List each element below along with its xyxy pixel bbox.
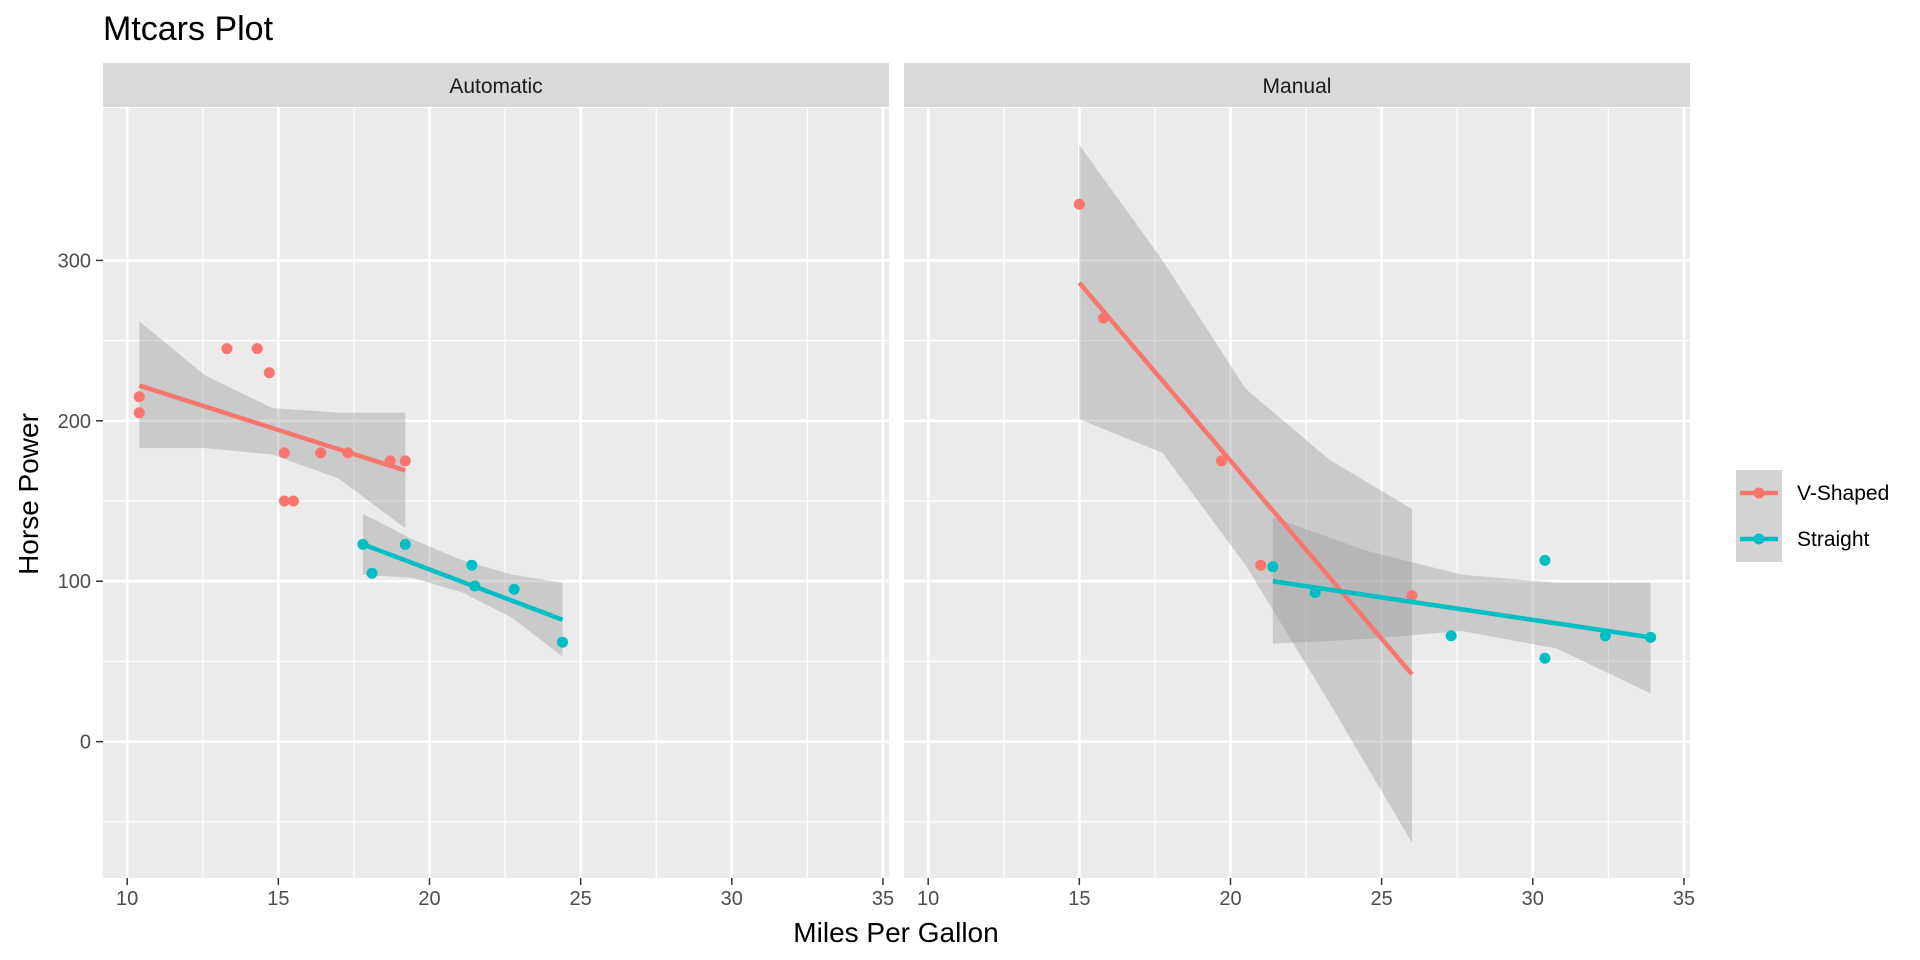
data-point-straight (1645, 631, 1657, 643)
x-tick-label: 20 (1219, 888, 1241, 910)
data-point-straight (469, 580, 481, 592)
data-point-straight (1539, 652, 1551, 664)
data-point-v_shaped (133, 407, 145, 419)
data-point-v_shaped (399, 455, 411, 467)
x-tick-label: 10 (116, 888, 138, 910)
data-point-v_shaped (133, 391, 145, 403)
x-tick-label: 30 (1522, 888, 1544, 910)
panel-background-automatic (103, 108, 889, 878)
fit-line-straight-automatic (362, 542, 564, 622)
data-point-v_shaped (278, 495, 290, 507)
data-point-straight (1445, 630, 1457, 642)
x-axis-automatic: 10 15 20 25 30 35 (116, 878, 894, 910)
chart-title: Mtcars Plot (103, 10, 274, 48)
x-tick-label: 25 (1371, 888, 1393, 910)
x-tick-label: 35 (1673, 888, 1695, 910)
data-point-v_shaped (251, 343, 263, 355)
data-point-v_shaped (1406, 590, 1418, 602)
y-tick-label: 200 (58, 411, 91, 433)
strip-manual (904, 63, 1690, 107)
legend-key-point (1753, 487, 1765, 499)
x-tick-label: 15 (1068, 888, 1090, 910)
data-point-straight (357, 538, 369, 550)
data-point-straight (399, 538, 411, 550)
x-tick-label: 10 (917, 888, 939, 910)
data-point-straight (508, 583, 520, 595)
x-tick-label: 35 (872, 888, 894, 910)
x-tick-label: 20 (418, 888, 440, 910)
legend-key-point (1753, 533, 1765, 545)
y-axis-title: Horse Power (13, 413, 44, 575)
legend-label-straight: Straight (1797, 528, 1870, 551)
data-point-v_shaped (342, 447, 354, 459)
strip-label-automatic: Automatic (449, 75, 542, 98)
y-tick-label: 100 (58, 571, 91, 593)
x-tick-label: 15 (267, 888, 289, 910)
panel-background-manual (904, 108, 1690, 878)
data-point-straight (1599, 630, 1611, 642)
legend: V-Shaped Straight (1736, 470, 1889, 562)
legend-label-v_shaped: V-Shaped (1797, 482, 1889, 505)
data-point-v_shaped (263, 367, 275, 379)
data-point-v_shaped (315, 447, 327, 459)
x-tick-label: 25 (570, 888, 592, 910)
panel-manual: Manual (904, 63, 1690, 878)
x-axis-manual: 10 15 20 25 30 35 (917, 878, 1695, 910)
x-axis-title: Miles Per Gallon (793, 917, 998, 948)
data-point-straight (466, 559, 478, 571)
data-point-v_shaped (1215, 455, 1227, 467)
data-point-v_shaped (1255, 559, 1267, 571)
data-point-v_shaped (221, 343, 233, 355)
fit-line-v_shaped-automatic (138, 383, 406, 473)
x-tick-label: 30 (721, 888, 743, 910)
data-point-v_shaped (287, 495, 299, 507)
confidence-band-v_shaped-automatic (139, 321, 406, 529)
y-axis: 0 100 200 300 (58, 250, 103, 754)
data-point-v_shaped (384, 455, 396, 467)
confidence-band-v_shaped-manual (1079, 144, 1412, 843)
data-point-straight (1267, 561, 1279, 573)
panel-automatic: Automatic (103, 63, 889, 878)
y-tick-label: 300 (58, 250, 91, 272)
y-tick-label: 0 (80, 732, 91, 754)
confidence-band-straight-manual (1272, 517, 1651, 694)
data-point-v_shaped (1073, 198, 1085, 210)
confidence-band-straight-automatic (363, 513, 563, 657)
data-point-straight (1539, 554, 1551, 566)
fit-line-straight-manual (1272, 579, 1652, 640)
fit-line-v_shaped-manual (1077, 281, 1414, 676)
data-point-v_shaped (1098, 312, 1110, 324)
strip-automatic (103, 63, 889, 107)
data-point-straight (557, 636, 569, 648)
data-point-straight (366, 567, 378, 579)
data-point-straight (1309, 586, 1321, 598)
data-point-v_shaped (278, 447, 290, 459)
strip-label-manual: Manual (1263, 75, 1332, 98)
